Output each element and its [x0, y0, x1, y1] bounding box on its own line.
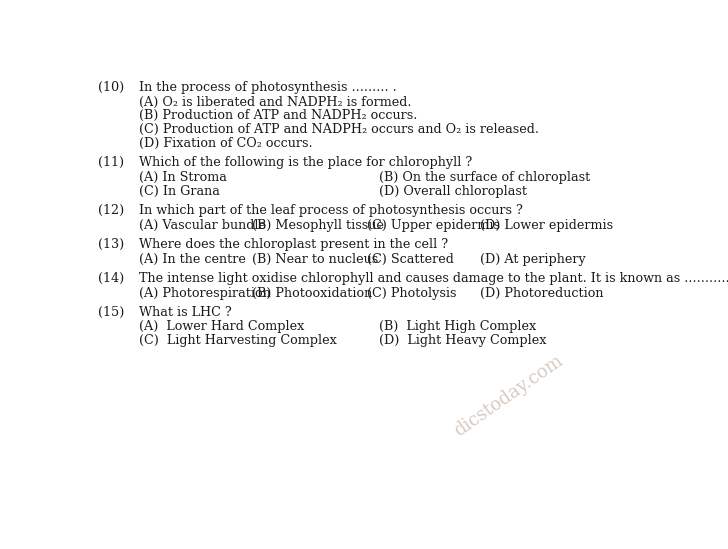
- Text: (C) In Grana: (C) In Grana: [139, 185, 220, 198]
- Text: (C) Production of ATP and NADPH₂ occurs and O₂ is released.: (C) Production of ATP and NADPH₂ occurs …: [139, 124, 539, 136]
- Text: (13): (13): [98, 238, 124, 251]
- Text: (D) Overall chloroplast: (D) Overall chloroplast: [379, 185, 527, 198]
- Text: (D) Photoreduction: (D) Photoreduction: [480, 287, 604, 300]
- Text: (14): (14): [98, 272, 124, 285]
- Text: (11): (11): [98, 156, 124, 169]
- Text: (A) In Stroma: (A) In Stroma: [139, 171, 227, 184]
- Text: (A) Vascular bundle: (A) Vascular bundle: [139, 219, 266, 232]
- Text: In which part of the leaf process of photosynthesis occurs ?: In which part of the leaf process of pho…: [139, 204, 523, 217]
- Text: (D) At periphery: (D) At periphery: [480, 253, 586, 266]
- Text: (C) Scattered: (C) Scattered: [368, 253, 454, 266]
- Text: (B) Production of ATP and NADPH₂ occurs.: (B) Production of ATP and NADPH₂ occurs.: [139, 109, 417, 122]
- Text: (B)  Light High Complex: (B) Light High Complex: [379, 321, 536, 333]
- Text: (D)  Light Heavy Complex: (D) Light Heavy Complex: [379, 334, 546, 348]
- Text: dicstoday.com: dicstoday.com: [451, 351, 566, 440]
- Text: (A) In the centre: (A) In the centre: [139, 253, 246, 266]
- Text: (C)  Light Harvesting Complex: (C) Light Harvesting Complex: [139, 334, 337, 348]
- Text: The intense light oxidise chlorophyll and causes damage to the plant. It is know: The intense light oxidise chlorophyll an…: [139, 272, 728, 285]
- Text: (B) Photooxidation: (B) Photooxidation: [252, 287, 372, 300]
- Text: (B) Near to nucleus: (B) Near to nucleus: [252, 253, 378, 266]
- Text: (A)  Lower Hard Complex: (A) Lower Hard Complex: [139, 321, 304, 333]
- Text: What is LHC ?: What is LHC ?: [139, 306, 232, 318]
- Text: (D) Lower epidermis: (D) Lower epidermis: [480, 219, 614, 232]
- Text: (A) Photorespiration: (A) Photorespiration: [139, 287, 271, 300]
- Text: Where does the chloroplast present in the cell ?: Where does the chloroplast present in th…: [139, 238, 448, 251]
- Text: (15): (15): [98, 306, 124, 318]
- Text: (B) On the surface of chloroplast: (B) On the surface of chloroplast: [379, 171, 590, 184]
- Text: Which of the following is the place for chlorophyll ?: Which of the following is the place for …: [139, 156, 472, 169]
- Text: (10): (10): [98, 81, 124, 94]
- Text: (D) Fixation of CO₂ occurs.: (D) Fixation of CO₂ occurs.: [139, 137, 312, 150]
- Text: (C) Photolysis: (C) Photolysis: [368, 287, 457, 300]
- Text: In the process of photosynthesis ......... .: In the process of photosynthesis .......…: [139, 81, 397, 94]
- Text: (B) Mesophyll tissue: (B) Mesophyll tissue: [252, 219, 384, 232]
- Text: (A) O₂ is liberated and NADPH₂ is formed.: (A) O₂ is liberated and NADPH₂ is formed…: [139, 96, 411, 109]
- Text: (12): (12): [98, 204, 124, 217]
- Text: (C) Upper epidermis: (C) Upper epidermis: [368, 219, 500, 232]
